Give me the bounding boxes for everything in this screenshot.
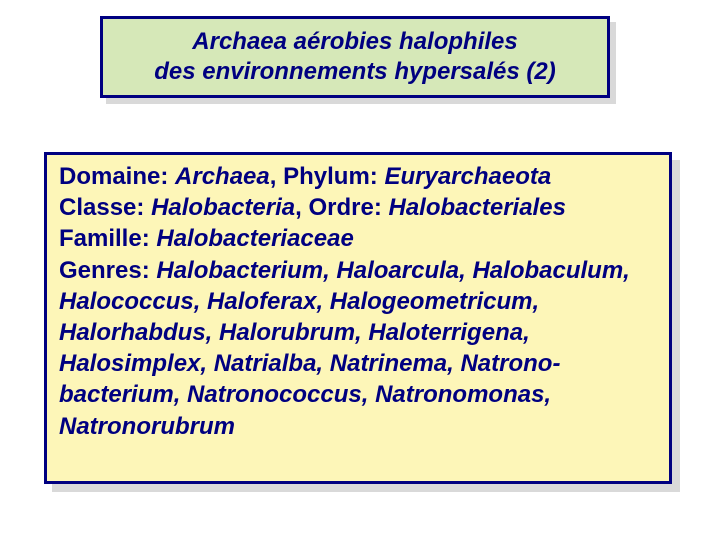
famille-label: Famille: xyxy=(59,225,150,252)
domaine-value: Archaea xyxy=(175,163,270,190)
taxonomy-line-genres: Genres: Halobacterium, Haloarcula, Halob… xyxy=(59,255,657,442)
taxonomy-line-classe-ordre: Classe: Halobacteria, Ordre: Halobacteri… xyxy=(59,192,657,223)
phylum-value: Euryarchaeota xyxy=(384,163,551,190)
phylum-label: Phylum: xyxy=(283,163,378,190)
ordre-value: Halobacteriales xyxy=(389,194,566,221)
title-box: Archaea aérobies halophiles des environn… xyxy=(100,16,610,98)
genres-value: Halobacterium, Haloarcula, Halobaculum, … xyxy=(59,257,630,440)
taxonomy-line-famille: Famille: Halobacteriaceae xyxy=(59,223,657,254)
domaine-label: Domaine: xyxy=(59,163,168,190)
title-line-1: Archaea aérobies halophiles xyxy=(192,27,517,57)
ordre-label: Ordre: xyxy=(308,194,381,221)
famille-value: Halobacteriaceae xyxy=(156,225,353,252)
title-line-2: des environnements hypersalés (2) xyxy=(154,57,555,87)
classe-value: Halobacteria xyxy=(151,194,295,221)
classe-label: Classe: xyxy=(59,194,144,221)
taxonomy-line-domaine-phylum: Domaine: Archaea, Phylum: Euryarchaeota xyxy=(59,161,657,192)
content-box: Domaine: Archaea, Phylum: Euryarchaeota … xyxy=(44,152,672,484)
genres-label: Genres: xyxy=(59,257,150,284)
